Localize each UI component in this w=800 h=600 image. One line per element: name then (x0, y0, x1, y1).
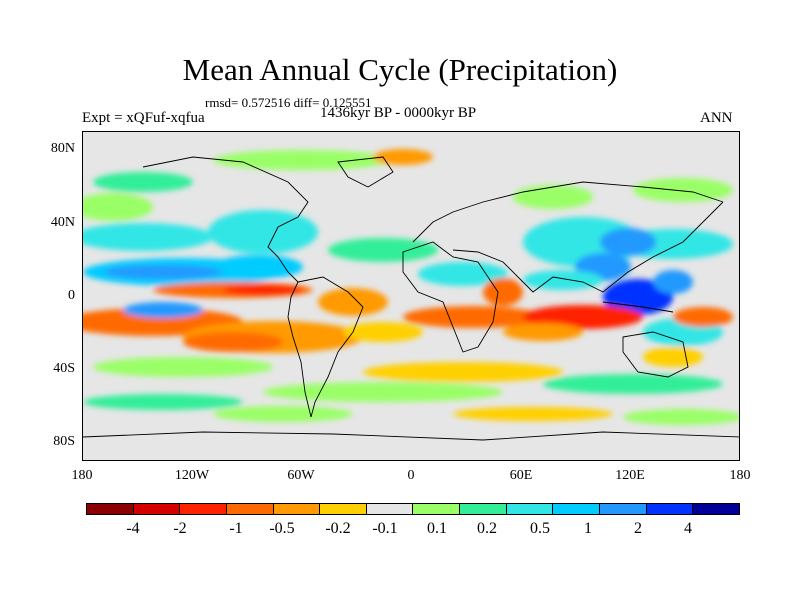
colorbar-box (413, 504, 461, 514)
lat-label-40n: 40N (50, 215, 75, 230)
lat-label-80n: 80N (50, 141, 75, 156)
map-canvas (83, 149, 739, 441)
colorbar-box (693, 504, 739, 514)
colorbar-label: 2 (634, 520, 642, 537)
lat-label-40s: 40S (53, 361, 75, 376)
colorbar-box (87, 504, 134, 514)
colorbar-box (600, 504, 647, 514)
colorbar-label: -4 (126, 520, 140, 537)
lat-label-eq: 0 (68, 288, 75, 303)
colorbar-label: 4 (684, 520, 692, 537)
colorbar-label: 0.1 (427, 520, 447, 537)
colorbar-label: -1 (229, 520, 243, 537)
experiment-label: Expt = xQFuf-xqfua (82, 110, 205, 126)
colorbar-box (553, 504, 601, 514)
map-title: Mean Annual Cycle (Precipitation) (182, 52, 618, 87)
lon-label-180w: 180 (71, 468, 93, 483)
colorbar-box (133, 504, 181, 514)
lon-label-60e: 60E (509, 468, 533, 483)
colorbar-label: -0.5 (269, 520, 295, 537)
colorbar-box (366, 504, 414, 514)
colorbar-box (506, 504, 554, 514)
anomaly-field (83, 149, 739, 425)
colorbar (86, 503, 740, 515)
colorbar-box (180, 504, 227, 514)
lon-label-120e: 120E (615, 468, 645, 483)
coastlines (83, 156, 739, 441)
colorbar-box (226, 504, 274, 514)
stats-text: rmsd= 0.572516 diff= 0.125551 (205, 95, 372, 110)
colorbar-label: -0.2 (325, 520, 351, 537)
colorbar-label: -0.1 (372, 520, 398, 537)
precipitation-map (82, 131, 740, 461)
colorbar-label: 1 (584, 520, 592, 537)
season-label: ANN (700, 110, 733, 126)
lon-label-0: 0 (407, 468, 415, 483)
colorbar-label: 0.5 (530, 520, 550, 537)
colorbar-label: 0.2 (477, 520, 497, 537)
lat-label-80s: 80S (53, 434, 75, 449)
colorbar-box (273, 504, 321, 514)
colorbar-label: -2 (173, 520, 187, 537)
lon-label-60w: 60W (287, 468, 315, 483)
colorbar-box (460, 504, 507, 514)
lon-label-120w: 120W (174, 468, 210, 483)
colorbar-box (646, 504, 694, 514)
colorbar-box (320, 504, 367, 514)
lon-label-180e: 180 (729, 468, 751, 483)
period-label: 1436kyr BP - 0000kyr BP (320, 105, 477, 121)
